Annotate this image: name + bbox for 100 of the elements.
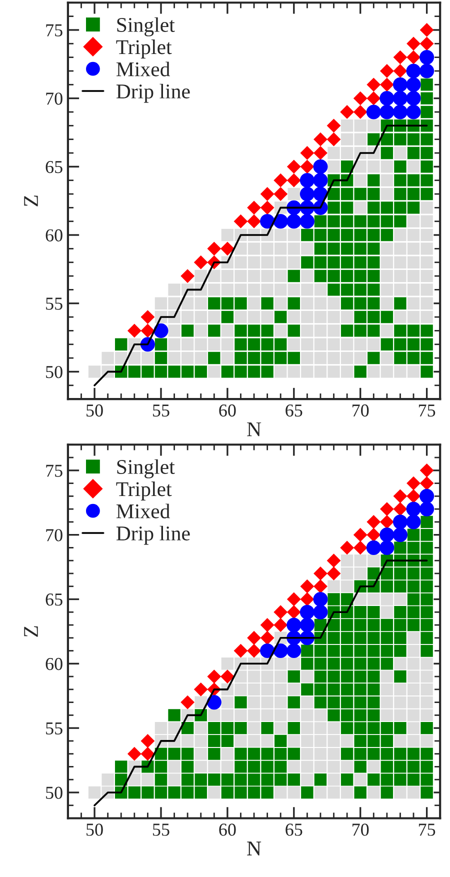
point (366, 514, 381, 529)
point (420, 502, 434, 516)
point (313, 159, 328, 174)
y-tick-label: 75 (46, 464, 62, 477)
point (286, 592, 301, 606)
point (380, 528, 394, 542)
y-tick-label: 60 (46, 229, 62, 242)
point (420, 476, 434, 490)
point (274, 173, 288, 188)
point (393, 489, 408, 504)
point (420, 463, 434, 478)
point (207, 670, 222, 684)
point (353, 528, 368, 542)
point (286, 173, 301, 188)
point (300, 214, 314, 229)
point (366, 104, 381, 120)
point (180, 269, 195, 283)
y-tick-label: 50 (46, 786, 62, 799)
point (140, 746, 155, 761)
x-tick-label: 55 (153, 404, 170, 417)
x-tick-label: 50 (86, 404, 103, 417)
legend-label: Drip line (116, 84, 190, 103)
legend-label: Triplet (116, 482, 172, 500)
point (274, 618, 288, 632)
point (326, 132, 341, 146)
point (207, 242, 222, 256)
point (286, 618, 302, 632)
point (247, 214, 261, 228)
x-tick-label: 65 (286, 404, 302, 417)
point (314, 579, 328, 594)
point (406, 91, 421, 106)
point (300, 146, 314, 160)
x-axis-title: N (247, 842, 262, 856)
point (260, 618, 274, 632)
point (380, 540, 394, 555)
point (286, 643, 302, 658)
point (286, 605, 301, 620)
point (392, 91, 408, 106)
point (247, 200, 261, 215)
point (300, 618, 314, 632)
point (420, 64, 434, 78)
point (353, 105, 368, 119)
y-tick-label: 55 (46, 722, 62, 735)
point (380, 514, 394, 529)
point (406, 50, 420, 64)
point (392, 77, 408, 92)
point (260, 630, 274, 645)
x-tick-label: 75 (418, 404, 436, 417)
point (300, 604, 314, 620)
point (286, 160, 301, 174)
point (366, 91, 381, 106)
point (406, 36, 420, 51)
point (274, 187, 288, 201)
point (220, 670, 234, 684)
point (420, 488, 434, 504)
y-tick-label: 55 (46, 298, 62, 310)
point (392, 528, 408, 542)
legend-label: Singlet (117, 17, 175, 36)
x-tick-label: 70 (352, 404, 369, 417)
point (420, 36, 434, 51)
x-tick-label: 75 (418, 824, 436, 836)
point (220, 242, 234, 256)
point (300, 579, 314, 594)
point (234, 214, 248, 228)
point (420, 50, 434, 65)
point (127, 324, 142, 338)
x-axis-title: N (247, 422, 262, 436)
point (353, 91, 368, 106)
point (393, 502, 408, 516)
point (300, 160, 314, 174)
y-tick-label: 70 (46, 529, 62, 542)
legend-label: Triplet (116, 40, 172, 58)
point (392, 104, 408, 120)
legend-label: Mixed (116, 62, 170, 76)
point (392, 514, 408, 530)
point (260, 187, 274, 201)
point (140, 324, 155, 338)
y-tick-label: 75 (46, 24, 62, 36)
point (340, 540, 354, 555)
x-tick-label: 60 (219, 824, 236, 836)
legend-label: Singlet (117, 459, 175, 478)
y-axis-title: Z (24, 626, 38, 637)
point (300, 592, 314, 606)
point (406, 64, 421, 78)
y-tick-label: 60 (46, 658, 62, 670)
point (393, 50, 408, 64)
point (127, 746, 142, 761)
point (313, 604, 328, 620)
point (420, 23, 434, 37)
point (140, 734, 155, 748)
point (393, 64, 408, 78)
y-tick-label: 65 (46, 594, 62, 606)
point (300, 186, 314, 202)
point (406, 476, 420, 490)
point (300, 173, 314, 188)
point (380, 104, 394, 120)
point (380, 502, 394, 516)
x-tick-label: 50 (86, 824, 103, 836)
point (180, 695, 195, 710)
point (406, 502, 421, 516)
